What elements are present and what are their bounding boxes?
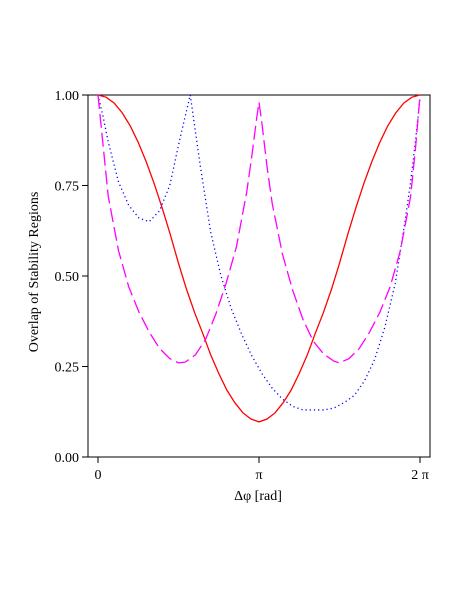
x-tick-label-1: 0	[95, 468, 102, 483]
plot-frame	[87, 94, 431, 458]
x-tick-label-3: 2 π	[411, 468, 429, 483]
series-line-3	[97, 94, 421, 364]
axes-layer: 0 π 2 π 0.00 0.25 0.50 0.75 1.00	[55, 89, 429, 483]
y-tick-label-3: 0.50	[55, 270, 80, 285]
y-axis-label: Overlap of Stability Regions	[27, 192, 42, 353]
y-tick-label-2: 0.25	[55, 361, 80, 376]
x-tick-label-2: π	[255, 468, 262, 483]
x-axis-label: Δφ [rad]	[234, 489, 282, 504]
y-tick-label-4: 0.75	[55, 180, 80, 195]
y-tick-label-1: 0.00	[55, 451, 80, 466]
series-line-1	[97, 94, 421, 423]
series-layer	[97, 94, 421, 423]
y-tick-label-5: 1.00	[55, 89, 80, 104]
plot-area	[87, 94, 431, 458]
series-line-2	[97, 94, 421, 411]
